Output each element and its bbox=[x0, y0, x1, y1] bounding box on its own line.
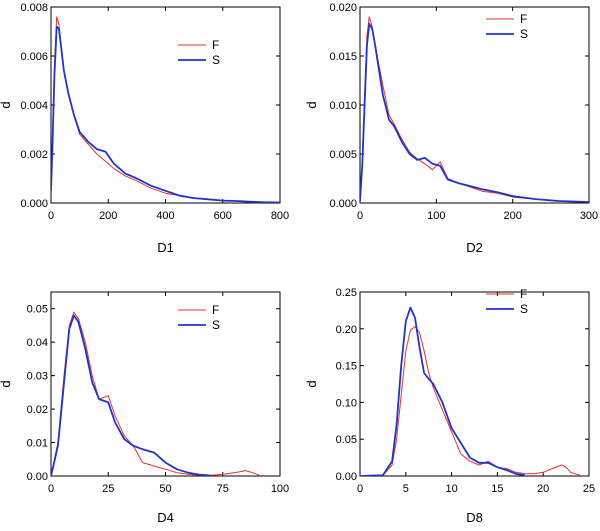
y-tick-label: 0.02 bbox=[27, 404, 48, 416]
plot-frame bbox=[50, 6, 281, 204]
y-tick-label: 0.01 bbox=[27, 438, 48, 450]
y-tick-label: 0.05 bbox=[27, 304, 48, 316]
y-tick-label: 0.00 bbox=[336, 471, 357, 483]
x-tick-label: 0 bbox=[357, 210, 363, 222]
y-axis-label: d bbox=[0, 101, 13, 108]
y-tick-label: 0.20 bbox=[336, 324, 357, 336]
y-tick-label: 0.006 bbox=[20, 51, 48, 63]
legend-label-f: F bbox=[212, 38, 219, 52]
x-tick-label: 600 bbox=[214, 210, 232, 222]
chart-panel-3: 0 25 50 75 100 0.00 0.01 0.02 0.03 0.04 0.05 D4 d FS bbox=[0, 291, 289, 525]
series-line-s bbox=[51, 314, 212, 476]
series-line-s bbox=[360, 22, 589, 203]
y-tick-label: 0.000 bbox=[329, 198, 357, 210]
chart-panel-2: 0 100 200 300 0.000 0.005 0.010 0.015 0.020 D2 d FS bbox=[304, 2, 598, 255]
x-tick-label: 25 bbox=[583, 483, 595, 495]
y-axis-label: d bbox=[0, 380, 13, 387]
x-axis-label: D8 bbox=[466, 510, 483, 525]
series-line-s bbox=[360, 306, 526, 476]
x-tick-label: 300 bbox=[580, 210, 598, 222]
x-tick-label: 0 bbox=[357, 483, 363, 495]
x-tick-label: 10 bbox=[445, 483, 457, 495]
series-line-s bbox=[51, 25, 280, 203]
x-tick-label: 800 bbox=[271, 210, 289, 222]
plot-frame bbox=[50, 291, 281, 477]
legend-label-s: S bbox=[520, 302, 528, 316]
y-tick-label: 0.015 bbox=[329, 51, 357, 63]
plot-frame bbox=[359, 291, 590, 477]
y-tick-label: 0.008 bbox=[20, 2, 48, 14]
chart-panel-4: 0 5 10 15 20 25 0.00 0.05 0.10 0.15 0.20 0.25 D8 d FS bbox=[304, 287, 595, 525]
y-tick-label: 0.05 bbox=[336, 434, 357, 446]
x-tick-label: 400 bbox=[156, 210, 174, 222]
x-tick-label: 100 bbox=[427, 210, 445, 222]
x-tick-label: 25 bbox=[102, 483, 114, 495]
y-tick-label: 0.010 bbox=[329, 100, 357, 112]
x-tick-label: 75 bbox=[217, 483, 229, 495]
y-tick-label: 0.10 bbox=[336, 397, 357, 409]
chart-panel-1: 0 200 400 600 800 0.000 0.002 0.004 0.006 0.008 D1… bbox=[0, 2, 289, 255]
x-axis-label: D2 bbox=[466, 240, 483, 255]
x-tick-label: 50 bbox=[159, 483, 171, 495]
x-tick-label: 20 bbox=[537, 483, 549, 495]
x-tick-label: 0 bbox=[48, 210, 54, 222]
y-axis-label: d bbox=[304, 380, 319, 387]
series-line-f bbox=[360, 326, 580, 476]
y-tick-label: 0.04 bbox=[27, 337, 48, 349]
legend-label-f: F bbox=[212, 303, 219, 317]
x-tick-label: 100 bbox=[271, 483, 289, 495]
x-tick-label: 200 bbox=[99, 210, 117, 222]
y-tick-label: 0.000 bbox=[20, 198, 48, 210]
y-tick-label: 0.004 bbox=[20, 100, 48, 112]
y-tick-label: 0.002 bbox=[20, 149, 48, 161]
legend-label-s: S bbox=[212, 53, 220, 67]
x-axis-label: D4 bbox=[157, 510, 174, 525]
y-tick-label: 0.15 bbox=[336, 361, 357, 373]
x-tick-label: 15 bbox=[491, 483, 503, 495]
series-line-f bbox=[360, 16, 589, 203]
y-tick-label: 0.03 bbox=[27, 371, 48, 383]
legend-label-f: F bbox=[520, 287, 527, 301]
legend-label-s: S bbox=[520, 27, 528, 41]
y-axis-label: d bbox=[304, 101, 319, 108]
y-tick-label: 0.00 bbox=[27, 471, 48, 483]
x-axis-label: D1 bbox=[157, 240, 174, 255]
x-tick-label: 200 bbox=[503, 210, 521, 222]
y-tick-label: 0.020 bbox=[329, 2, 357, 14]
y-tick-label: 0.25 bbox=[336, 287, 357, 299]
x-tick-label: 0 bbox=[48, 483, 54, 495]
series-line-f bbox=[51, 16, 280, 203]
x-tick-label: 5 bbox=[403, 483, 409, 495]
legend-label-f: F bbox=[520, 12, 527, 26]
legend-label-s: S bbox=[212, 318, 220, 332]
plot-frame bbox=[359, 6, 590, 204]
y-tick-label: 0.005 bbox=[329, 149, 357, 161]
